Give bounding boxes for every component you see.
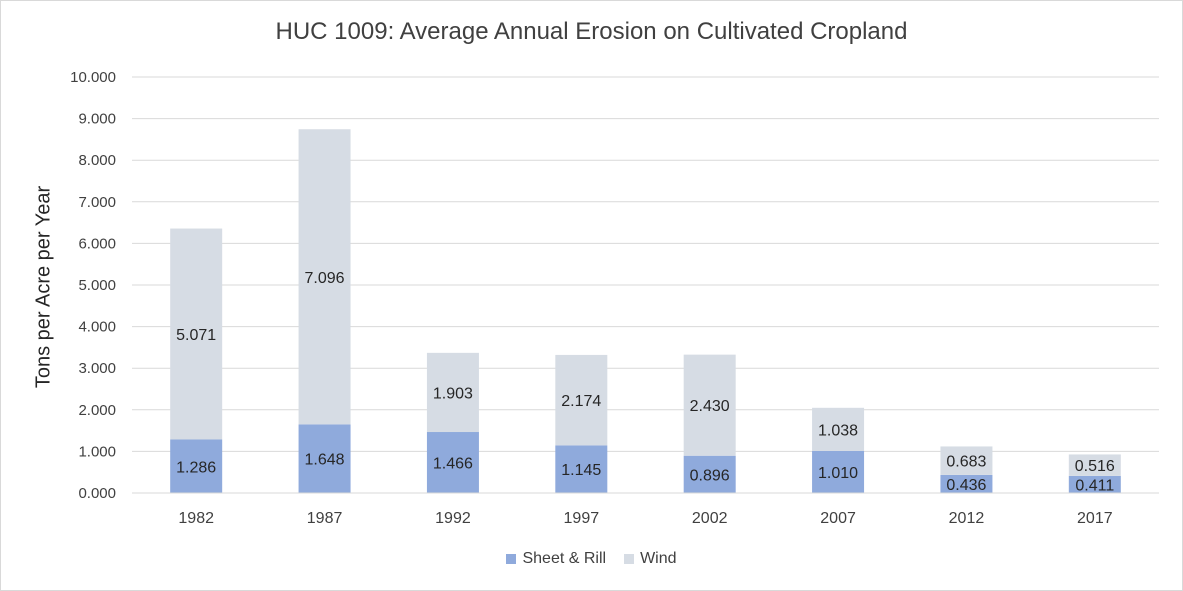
- bar-sheet-rill-1987: [298, 424, 351, 493]
- bar-sheet-rill-1997: [555, 445, 608, 493]
- y-tick-label: 2.000: [78, 402, 116, 419]
- data-label-wind-2002: 2.430: [690, 398, 730, 415]
- data-label-sheet-rill-1992: 1.466: [433, 456, 473, 473]
- y-tick-label: 9.000: [78, 111, 116, 128]
- x-tick-label: 2017: [1077, 510, 1113, 527]
- legend-label-sheet-rill: Sheet & Rill: [522, 550, 607, 567]
- data-label-sheet-rill-2017: 0.411: [1075, 477, 1114, 494]
- bar-wind-2012: [940, 446, 993, 475]
- y-tick-label: 1.000: [78, 443, 116, 460]
- legend-swatch-sheet-rill: [506, 554, 517, 564]
- data-label-wind-2012: 0.683: [946, 454, 986, 471]
- y-tick-label: 7.000: [78, 194, 116, 211]
- bar-sheet-rill-2002: [683, 455, 736, 493]
- bar-sheet-rill-2012: [940, 474, 993, 493]
- data-label-sheet-rill-1982: 1.286: [176, 459, 216, 476]
- data-label-sheet-rill-2002: 0.896: [690, 467, 730, 484]
- y-tick-label: 10.000: [70, 69, 116, 86]
- chart-title: HUC 1009: Average Annual Erosion on Cult…: [275, 18, 908, 45]
- legend-swatch-wind: [624, 554, 635, 564]
- y-tick-label: 6.000: [78, 235, 116, 252]
- y-tick-label: 0.000: [78, 485, 116, 502]
- bar-wind-2002: [683, 354, 736, 456]
- y-tick-label: 3.000: [78, 360, 116, 377]
- data-label-sheet-rill-1987: 1.648: [305, 452, 345, 469]
- bar-sheet-rill-2007: [812, 450, 865, 493]
- x-tick-label: 2012: [949, 510, 985, 527]
- x-tick-label: 1992: [435, 510, 471, 527]
- x-tick-label: 1987: [307, 510, 343, 527]
- x-tick-label: 2007: [820, 510, 856, 527]
- data-label-wind-1992: 1.903: [433, 385, 473, 402]
- bar-sheet-rill-1992: [426, 432, 479, 493]
- y-tick-label: 4.000: [78, 319, 116, 336]
- data-label-sheet-rill-1997: 1.145: [561, 462, 601, 479]
- x-tick-label: 1982: [178, 510, 214, 527]
- legend-item-wind: Wind: [624, 550, 677, 568]
- bar-wind-1987: [298, 129, 351, 425]
- bar-wind-2017: [1068, 454, 1121, 476]
- bar-wind-1997: [555, 354, 608, 446]
- bar-sheet-rill-1982: [170, 439, 223, 493]
- data-label-wind-1987: 7.096: [305, 270, 345, 287]
- legend-label-wind: Wind: [640, 550, 677, 567]
- data-label-sheet-rill-2012: 0.436: [946, 477, 986, 494]
- y-tick-label: 5.000: [78, 277, 116, 294]
- data-label-wind-2017: 0.516: [1075, 458, 1115, 475]
- x-tick-label: 2002: [692, 510, 728, 527]
- data-label-wind-2007: 1.038: [818, 422, 858, 439]
- bar-wind-2007: [812, 407, 865, 451]
- y-tick-label: 8.000: [78, 152, 116, 169]
- data-label-wind-1982: 5.071: [176, 327, 216, 344]
- x-tick-label: 1997: [564, 510, 600, 527]
- legend-item-sheet-rill: Sheet & Rill: [506, 550, 606, 568]
- chart-legend: Sheet & Rill Wind: [0, 550, 1183, 568]
- bar-wind-1982: [170, 228, 223, 440]
- bar-sheet-rill-2017: [1068, 475, 1121, 493]
- bar-wind-1992: [426, 352, 479, 433]
- data-label-wind-1997: 2.174: [561, 393, 601, 410]
- data-label-sheet-rill-2007: 1.010: [818, 465, 858, 482]
